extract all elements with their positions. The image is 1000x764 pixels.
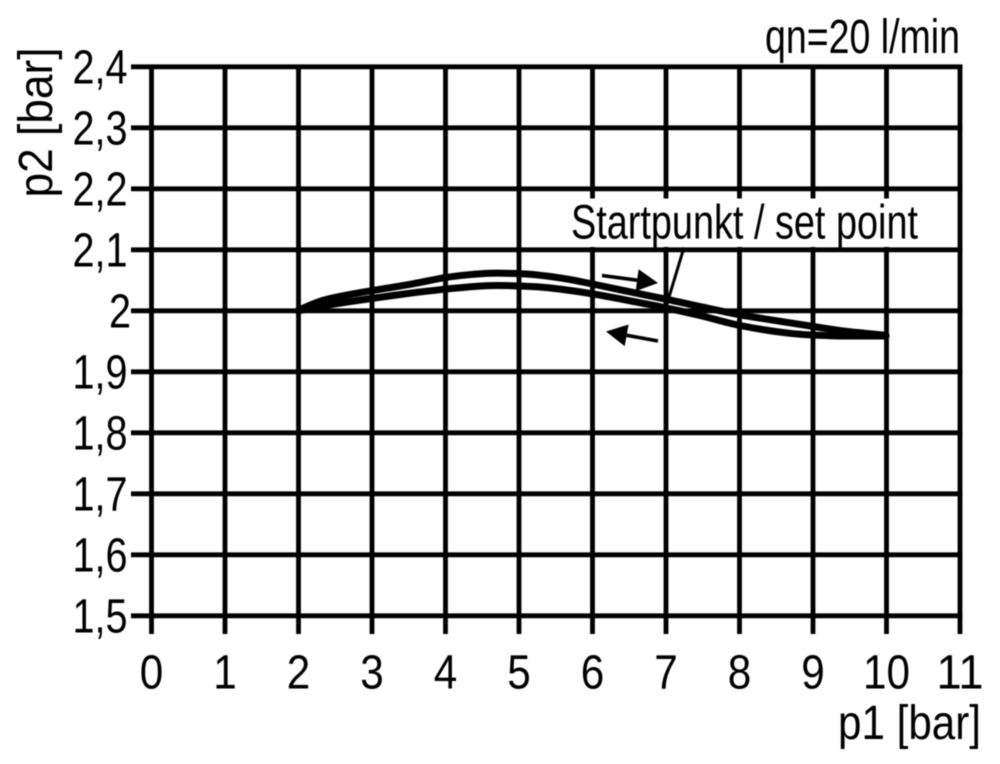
svg-text:10: 10: [863, 646, 910, 700]
svg-text:5: 5: [507, 646, 531, 700]
svg-text:1,9: 1,9: [73, 345, 128, 399]
svg-text:1,7: 1,7: [73, 467, 128, 521]
svg-text:11: 11: [937, 646, 984, 700]
svg-text:2: 2: [287, 646, 311, 700]
svg-text:6: 6: [581, 646, 605, 700]
svg-text:8: 8: [728, 646, 752, 700]
svg-text:7: 7: [654, 646, 678, 700]
svg-text:1: 1: [213, 646, 237, 700]
svg-text:2,2: 2,2: [73, 162, 128, 216]
svg-text:Startpunkt / set point: Startpunkt / set point: [571, 195, 918, 249]
svg-text:2,4: 2,4: [73, 40, 128, 94]
svg-text:4: 4: [434, 646, 458, 700]
svg-text:2: 2: [109, 284, 131, 338]
svg-text:0: 0: [140, 646, 164, 700]
svg-text:1,5: 1,5: [73, 589, 128, 643]
svg-text:1,6: 1,6: [73, 528, 128, 582]
svg-text:qn=20 l/min: qn=20 l/min: [765, 10, 960, 64]
svg-text:p1 [bar]: p1 [bar]: [838, 696, 981, 750]
svg-text:p2 [bar]: p2 [bar]: [9, 48, 63, 198]
svg-text:9: 9: [801, 646, 825, 700]
svg-text:1,8: 1,8: [73, 406, 128, 460]
svg-text:2,1: 2,1: [73, 223, 128, 277]
svg-text:2,3: 2,3: [73, 101, 128, 155]
svg-text:3: 3: [360, 646, 384, 700]
